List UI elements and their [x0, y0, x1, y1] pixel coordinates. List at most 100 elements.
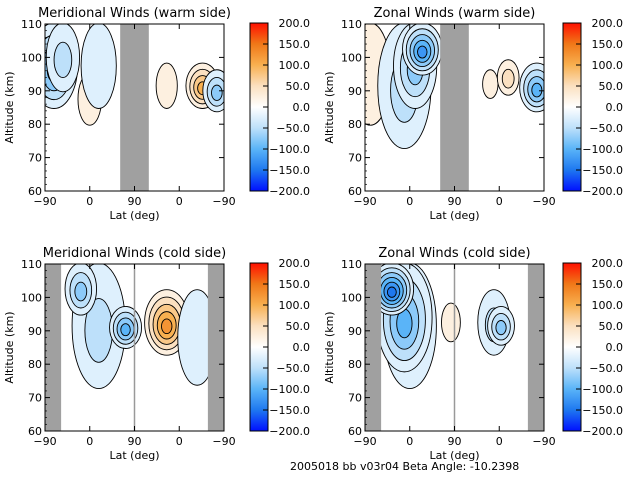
x-axis-label: Lat (deg) — [430, 449, 480, 462]
y-tick-label: 70 — [348, 392, 362, 405]
y-tick-label: 70 — [28, 152, 42, 165]
panel-title: Meridional Winds (cold side) — [43, 246, 226, 261]
no-data-region — [527, 264, 544, 431]
y-axis-label: Altitude (km) — [323, 311, 336, 383]
panel-title: Zonal Winds (cold side) — [378, 246, 530, 261]
colorbar-tick-label: 50.0 — [599, 320, 624, 333]
x-tick-label: −90 — [353, 195, 376, 208]
contour-merid-warm-1-level-1 — [53, 41, 73, 79]
colorbar-tick-label: −150.0 — [269, 404, 310, 417]
y-tick-label: 100 — [341, 291, 362, 304]
colorbar-tick-label: 150.0 — [592, 38, 624, 51]
y-tick-label: 100 — [341, 51, 362, 64]
no-data-region — [207, 264, 224, 431]
y-tick-label: 60 — [28, 425, 42, 438]
colorbar-tick-label: 0.0 — [293, 341, 311, 354]
y-tick-label: 90 — [28, 85, 42, 98]
colorbar-tick-label: −50.0 — [589, 362, 623, 375]
x-axis-label: Lat (deg) — [110, 209, 160, 222]
colorbar-tick-label: −100.0 — [582, 143, 623, 156]
colorbar-tick-label: −50.0 — [276, 122, 310, 135]
x-tick-label: 0 — [496, 435, 503, 448]
colorbar: 200.0 150.0 100.0 50.0 0.0 −50.0 −100.0 −150.0 −… — [562, 257, 624, 438]
y-tick-label: 60 — [28, 185, 42, 198]
y-tick-label: 110 — [21, 18, 42, 31]
x-tick-label: 90 — [448, 435, 462, 448]
x-tick-label: 90 — [448, 195, 462, 208]
colorbar-tick-label: −200.0 — [269, 185, 310, 198]
colorbar-tick-label: 50.0 — [286, 320, 311, 333]
y-tick-label: 110 — [21, 258, 42, 271]
footer-caption: 2005018 bb v03r04 Beta Angle: -10.2398 — [290, 460, 519, 473]
colorbar-tick-label: 150.0 — [279, 278, 311, 291]
colorbar-tick-label: 150.0 — [592, 278, 624, 291]
colorbar-tick-label: 50.0 — [286, 80, 311, 93]
contour-merid-warm-3-level-0 — [80, 24, 117, 109]
contour-zonal-warm-4-level-0 — [482, 69, 499, 99]
y-tick-label: 80 — [28, 358, 42, 371]
y-tick-label: 90 — [348, 85, 362, 98]
y-tick-label: 90 — [348, 325, 362, 338]
contour-zonal-warm-5-level-1 — [501, 68, 515, 89]
no-data-region — [45, 264, 62, 431]
x-tick-label: 0 — [406, 195, 413, 208]
y-tick-label: 110 — [341, 18, 362, 31]
x-tick-label: 0 — [176, 435, 183, 448]
panel-zonal-cold: Zonal Winds (cold side)11010090807060−90… — [323, 246, 623, 462]
colorbar-tick-label: −150.0 — [582, 404, 623, 417]
colorbar-tick-label: 150.0 — [279, 38, 311, 51]
x-tick-label: −90 — [532, 195, 555, 208]
colorbar: 200.0 150.0 100.0 50.0 0.0 −50.0 −100.0 −150.0 −… — [562, 17, 624, 198]
colorbar-tick-label: 0.0 — [606, 341, 624, 354]
contour-zonal-warm-6-level-3 — [531, 82, 543, 98]
panel-title: Zonal Winds (warm side) — [374, 6, 536, 21]
x-tick-label: −90 — [532, 435, 555, 448]
colorbar-tick-label: 100.0 — [279, 59, 311, 72]
contour-zonal-cold-5-level-2 — [495, 320, 507, 336]
contour-merid-warm-4-level-0 — [155, 62, 178, 109]
no-data-region — [440, 24, 469, 191]
plot-area — [365, 24, 544, 191]
x-tick-label: −90 — [212, 195, 235, 208]
y-tick-label: 60 — [348, 185, 362, 198]
y-axis-label: Altitude (km) — [3, 71, 16, 143]
x-tick-label: 0 — [86, 435, 93, 448]
y-tick-label: 90 — [28, 325, 42, 338]
x-tick-label: −90 — [33, 195, 56, 208]
colorbar: 200.0 150.0 100.0 50.0 0.0 −50.0 −100.0 −150.0 −… — [249, 17, 311, 198]
x-tick-label: −90 — [353, 435, 376, 448]
colorbar-tick-label: 200.0 — [279, 17, 311, 30]
colorbar-tick-label: −100.0 — [582, 383, 623, 396]
colorbar-tick-label: 100.0 — [592, 59, 624, 72]
y-tick-label: 100 — [21, 51, 42, 64]
colorbar-tick-label: 50.0 — [599, 80, 624, 93]
panel-title: Meridional Winds (warm side) — [38, 6, 231, 21]
x-tick-label: −90 — [33, 435, 56, 448]
colorbar-tick-label: 200.0 — [279, 257, 311, 270]
y-tick-label: 100 — [21, 291, 42, 304]
colorbar-tick-label: −50.0 — [589, 122, 623, 135]
x-axis-label: Lat (deg) — [110, 449, 160, 462]
y-tick-label: 70 — [28, 392, 42, 405]
colorbar-tick-label: −100.0 — [269, 143, 310, 156]
colorbar-tick-label: −150.0 — [582, 164, 623, 177]
contour-merid-cold-3-level-4 — [161, 318, 173, 335]
colorbar-tick-label: 200.0 — [592, 257, 624, 270]
colorbar-tick-label: 200.0 — [592, 17, 624, 30]
colorbar-tick-label: −100.0 — [269, 383, 310, 396]
contour-zonal-cold-2-level-5 — [386, 286, 397, 298]
colorbar-tick-label: −200.0 — [582, 425, 623, 438]
colorbar-tick-label: −200.0 — [582, 185, 623, 198]
y-tick-label: 70 — [348, 152, 362, 165]
plot-area — [365, 264, 544, 431]
y-tick-label: 80 — [28, 118, 42, 131]
x-tick-label: 90 — [128, 435, 142, 448]
y-axis-label: Altitude (km) — [3, 311, 16, 383]
colorbar-tick-label: −200.0 — [269, 425, 310, 438]
contour-zonal-cold-3-level-0 — [441, 302, 461, 343]
contour-merid-cold-1-level-2 — [74, 281, 88, 302]
colorbar-tick-label: 100.0 — [279, 299, 311, 312]
panel-zonal-warm: Zonal Winds (warm side)11010090807060−90… — [323, 6, 623, 222]
no-data-region — [365, 264, 382, 431]
